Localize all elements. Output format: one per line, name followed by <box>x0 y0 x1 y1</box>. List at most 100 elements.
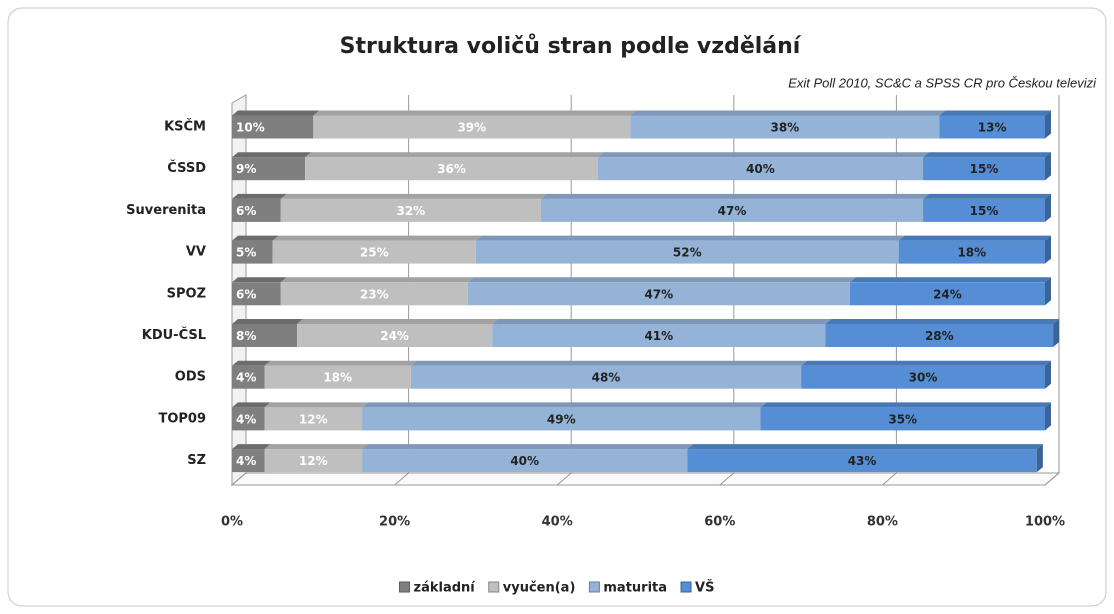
bar <box>801 365 1045 389</box>
bar-end <box>1045 193 1051 222</box>
bar <box>232 365 265 389</box>
legend-label: maturita <box>603 581 667 596</box>
bar-top <box>264 444 369 450</box>
value-label: 24% <box>380 329 409 343</box>
bar-top <box>630 110 946 116</box>
value-label: 36% <box>437 162 466 176</box>
value-label: 15% <box>970 162 999 176</box>
bar-top <box>849 277 1051 283</box>
bar <box>939 115 1045 139</box>
chart-title: Struktura voličů stran podle vzdělání <box>340 34 802 59</box>
grid-line <box>1044 472 1060 486</box>
category-label: ČSSD <box>167 160 206 176</box>
bar-end <box>1045 402 1051 431</box>
value-label: 9% <box>236 162 256 176</box>
bar-top <box>232 402 271 408</box>
bar-top <box>410 360 808 366</box>
bar <box>630 115 940 139</box>
bar <box>492 324 826 347</box>
grid-line <box>556 472 572 486</box>
legend-swatch <box>488 581 500 593</box>
bar <box>232 449 265 473</box>
bar-top <box>232 193 287 199</box>
bar-end <box>1045 152 1051 181</box>
chart-subtitle: Exit Poll 2010, SC&C a SPSS CR pro Česko… <box>788 75 1097 90</box>
bar-top <box>467 277 856 283</box>
value-label: 25% <box>360 246 389 260</box>
bar-top <box>232 110 320 116</box>
bar-top <box>939 110 1051 116</box>
category-label: VV <box>186 245 206 260</box>
bar-end <box>1045 110 1051 139</box>
bar-top <box>801 360 1051 366</box>
value-label: 13% <box>978 121 1007 135</box>
bar-end <box>1053 319 1060 347</box>
value-label: 12% <box>299 454 328 468</box>
grid-line <box>394 472 409 486</box>
x-tick-label: 40% <box>542 515 573 530</box>
legend-label: vyučen(a) <box>503 581 576 596</box>
bar <box>825 324 1054 347</box>
bar <box>467 282 850 306</box>
bar-top <box>280 277 474 283</box>
value-label: 6% <box>236 287 256 301</box>
value-label: 39% <box>457 121 486 135</box>
bar <box>232 240 273 264</box>
bar-end <box>1045 277 1051 306</box>
value-label: 8% <box>236 329 256 343</box>
bar-top <box>923 193 1051 199</box>
value-label: 41% <box>644 329 673 343</box>
category-label: TOP09 <box>158 411 206 426</box>
bar-top <box>272 235 482 241</box>
bar-top <box>362 402 767 408</box>
value-label: 47% <box>644 287 673 301</box>
value-label: 4% <box>236 454 256 468</box>
bar <box>410 365 802 389</box>
bar <box>264 449 363 473</box>
value-label: 15% <box>970 204 999 218</box>
bar-top <box>825 319 1060 324</box>
bar-top <box>362 444 694 450</box>
bar <box>232 324 298 347</box>
value-label: 52% <box>673 246 702 260</box>
bar-end <box>1036 444 1043 473</box>
bar-top <box>597 152 930 158</box>
value-label: 48% <box>592 371 621 385</box>
value-label: 49% <box>547 412 576 426</box>
value-label: 35% <box>888 412 917 426</box>
bar <box>923 157 1045 181</box>
value-label: 6% <box>236 204 256 218</box>
grid-line <box>719 472 735 486</box>
value-label: 28% <box>925 329 954 343</box>
value-label: 30% <box>909 371 938 385</box>
bar-top <box>280 193 547 199</box>
legend-label: základní <box>414 581 477 596</box>
bar <box>923 198 1045 222</box>
floor <box>230 472 1061 486</box>
legend-swatch <box>680 581 692 593</box>
bar <box>313 115 631 139</box>
bar-top <box>232 360 271 366</box>
value-label: 32% <box>396 204 425 218</box>
bar-top <box>687 444 1043 450</box>
bar <box>297 324 493 347</box>
x-tick-label: 0% <box>221 515 243 530</box>
bar <box>475 240 899 264</box>
value-label: 23% <box>360 287 389 301</box>
category-label: Suverenita <box>126 203 206 218</box>
value-label: 40% <box>510 454 539 468</box>
bar-top <box>313 110 637 116</box>
bar <box>232 198 281 222</box>
value-label: 38% <box>770 121 799 135</box>
bar-top <box>305 152 604 158</box>
bar <box>362 407 761 431</box>
bar <box>280 282 468 306</box>
bar-top <box>898 235 1051 241</box>
category-label: SPOZ <box>167 286 206 301</box>
value-label: 40% <box>746 162 775 176</box>
value-label: 24% <box>933 287 962 301</box>
value-label: 4% <box>236 412 256 426</box>
bar <box>540 198 924 222</box>
grid-line <box>882 472 897 486</box>
bar-top <box>232 152 312 158</box>
